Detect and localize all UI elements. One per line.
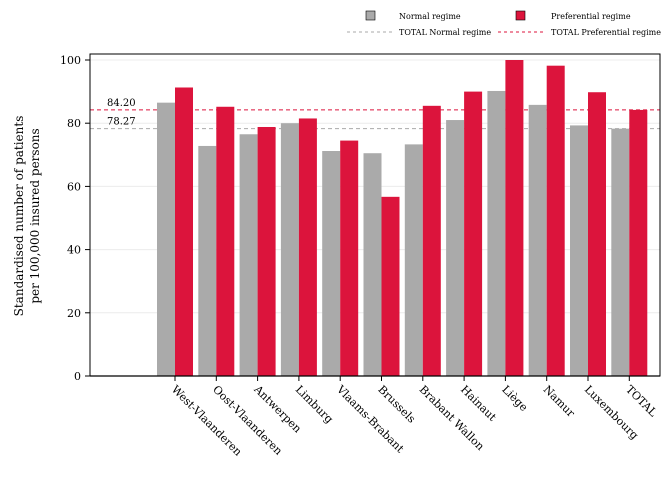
bars: [157, 60, 648, 377]
bar-preferential: [546, 65, 565, 377]
legend-swatch-preferential: [515, 10, 526, 21]
legend-label-total-normal: TOTAL Normal regime: [399, 28, 491, 37]
y-axis-label-line-1: Standardised number of patients: [12, 116, 26, 317]
bar-normal: [239, 134, 258, 376]
bar-preferential: [216, 106, 235, 376]
bar-preferential: [381, 196, 400, 376]
legend-label-total-preferential: TOTAL Preferential regime: [551, 28, 661, 37]
legend: Normal regime Preferential regime TOTAL …: [347, 10, 661, 37]
x-tick-label: TOTAL: [623, 383, 660, 420]
bar-normal: [363, 153, 382, 376]
bar-preferential: [629, 109, 648, 376]
legend-label-normal: Normal regime: [399, 12, 461, 21]
bar-preferential: [298, 118, 317, 377]
bar-normal: [611, 128, 630, 376]
x-tick-label: Liège: [499, 383, 530, 414]
bar-preferential: [175, 87, 193, 376]
legend-label-preferential: Preferential regime: [551, 12, 631, 21]
bar-preferential: [422, 105, 441, 376]
y-tick-label: 20: [67, 307, 81, 320]
axes: [85, 53, 661, 381]
bar-normal: [528, 104, 547, 376]
x-tick-label: West-Vlaanderen: [169, 383, 245, 459]
y-tick-label: 100: [60, 54, 81, 67]
reference-line-label: 78.27: [107, 117, 136, 128]
x-tick-label: Brussels: [375, 383, 418, 426]
bar-preferential: [505, 60, 524, 376]
x-tick-label: Limburg: [293, 383, 336, 426]
x-tick-label: Namur: [541, 383, 578, 420]
reference-line-label: 84.20: [107, 98, 136, 109]
bar-normal: [570, 125, 588, 376]
bar-normal: [487, 90, 506, 376]
bar-normal: [404, 144, 423, 376]
y-tick-label: 80: [67, 117, 81, 130]
x-tick-label: Oost-Vlaanderen: [210, 383, 285, 458]
bar-preferential: [464, 91, 483, 376]
axis-labels: 0 20 40 60 80 100 West-VlaanderenOost-Vlaander…: [60, 54, 660, 459]
legend-swatch-normal: [365, 10, 376, 21]
bar-normal: [157, 102, 175, 376]
y-tick-label: 40: [67, 244, 81, 257]
bar-normal: [280, 123, 299, 376]
x-tick-label: Hainaut: [458, 383, 499, 424]
bar-preferential: [340, 140, 359, 376]
y-axis-label-line-2: per 100,000 insured persons: [28, 128, 42, 303]
bar-preferential: [588, 92, 606, 377]
bar-normal: [446, 120, 465, 376]
bar-normal: [198, 145, 217, 376]
y-tick-label: 0: [74, 370, 81, 383]
bar-preferential: [257, 126, 276, 376]
bar-normal: [322, 151, 341, 376]
y-tick-label: 60: [67, 180, 81, 193]
